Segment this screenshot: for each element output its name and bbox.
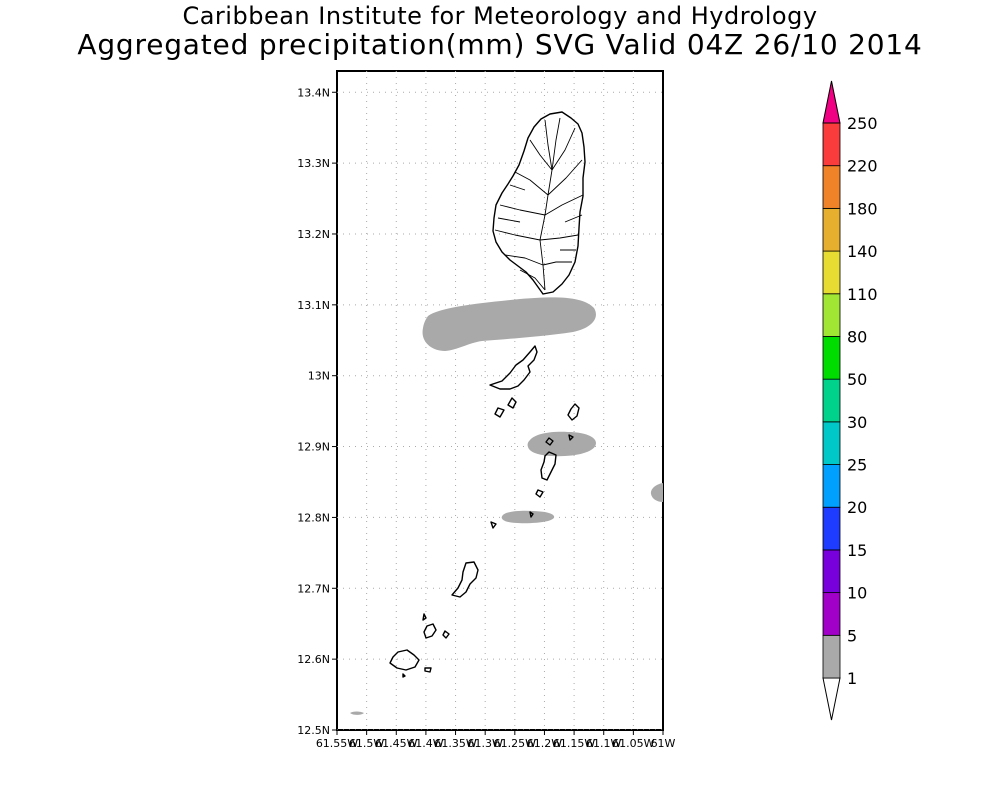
colorbar-label: 180 — [847, 199, 878, 218]
lon-tick-label: 61.55W — [316, 737, 358, 750]
colorbar-low-arrow — [822, 677, 841, 721]
islet-b — [494, 407, 505, 418]
lon-tick-label: 61.35W — [434, 737, 476, 750]
product-title: Aggregated precipitation(mm) SVG Valid 0… — [77, 28, 923, 61]
colorbar-segment — [822, 293, 841, 337]
coastlines — [389, 111, 586, 678]
colorbar-segment — [822, 378, 841, 423]
lon-tick-label: 61.5W — [349, 737, 384, 750]
map-frame — [336, 70, 664, 731]
precip-patch-mayreau — [501, 510, 555, 524]
lat-tick-label: 12.5N — [297, 724, 330, 737]
longitude-axis: 61.55W61.5W61.45W61.4W61.35W61.3W61.25W6… — [316, 730, 676, 750]
precip-patch-canouan — [527, 431, 596, 457]
colorbar-segment — [822, 207, 841, 252]
colorbar-high-arrow — [822, 80, 841, 124]
colorbar-segment — [822, 464, 841, 508]
saint-vincent-rivers — [494, 117, 584, 291]
lon-tick-label: 61.2W — [527, 737, 562, 750]
island-canouan — [540, 451, 557, 481]
islet-canouan-north — [545, 437, 554, 446]
colorbar-segment — [822, 250, 841, 295]
colorbar-label: 80 — [847, 327, 867, 346]
lon-tick-label: 61.15W — [553, 737, 595, 750]
lat-tick-label: 13.3N — [297, 157, 330, 170]
lat-tick-label: 13.1N — [297, 299, 330, 312]
islet-c — [535, 489, 544, 498]
lat-tick-label: 12.9N — [297, 441, 330, 454]
colorbar-segment — [822, 165, 841, 209]
islet-d — [490, 521, 497, 529]
island-bequia — [489, 345, 538, 390]
colorbar-label: 220 — [847, 157, 878, 176]
latitude-axis: 12.5N 12.6N 12.7N 12.8N 12.9N 13N 13.1N 13.2N 13… — [297, 86, 337, 737]
lon-tick-label: 61.25W — [494, 737, 536, 750]
island-carriacou — [423, 623, 437, 639]
colorbar-segment — [822, 421, 841, 465]
island-petite-martinique — [389, 649, 420, 671]
lon-tick-label: 61.45W — [375, 737, 417, 750]
islet-h — [402, 673, 406, 678]
island-mustique — [567, 403, 580, 421]
colorbar-label: 110 — [847, 285, 878, 304]
lat-tick-label: 13.2N — [297, 228, 330, 241]
lon-tick-label: 61.3W — [467, 737, 502, 750]
precip-patch-south — [350, 711, 364, 715]
colorbar-label: 25 — [847, 456, 867, 475]
lat-tick-label: 12.7N — [297, 582, 330, 595]
islet-a — [507, 397, 517, 409]
colorbar-segment — [822, 122, 841, 167]
lon-tick-label: 61W — [651, 737, 676, 750]
island-saint-vincent — [492, 111, 586, 295]
colorbar-segment — [822, 592, 841, 636]
colorbar-label: 50 — [847, 370, 867, 389]
islet-e — [422, 613, 427, 621]
lon-tick-label: 61.1W — [586, 737, 621, 750]
colorbar-label: 30 — [847, 413, 867, 432]
precipitation-areas — [350, 297, 663, 715]
precip-patch-east-edge — [650, 483, 663, 502]
colorbar-label: 1 — [847, 669, 857, 688]
colorbar-label: 250 — [847, 114, 878, 133]
colorbar-label: 140 — [847, 242, 878, 261]
islet-canouan-dot — [568, 434, 574, 441]
colorbar-label: 10 — [847, 584, 867, 603]
colorbar-label: 15 — [847, 541, 867, 560]
lat-tick-label: 12.6N — [297, 653, 330, 666]
lat-tick-label: 12.8N — [297, 511, 330, 524]
precip-band-north — [422, 297, 596, 351]
colorbar-segment — [822, 634, 841, 679]
lon-tick-label: 61.4W — [408, 737, 443, 750]
islet-mayreau — [529, 511, 534, 518]
lat-tick-label: 13N — [308, 370, 330, 383]
lon-tick-label: 61.05W — [612, 737, 654, 750]
colorbar-segment — [822, 549, 841, 594]
islet-g — [424, 667, 432, 673]
colorbar-label: 5 — [847, 626, 857, 645]
lat-tick-label: 13.4N — [297, 86, 330, 99]
colorbar-segment — [822, 506, 841, 551]
island-union — [451, 561, 479, 598]
institute-title: Caribbean Institute for Meteorology and … — [182, 2, 818, 30]
colorbar-label: 20 — [847, 498, 867, 517]
colorbar-segment — [822, 336, 841, 380]
islet-f — [442, 630, 450, 639]
